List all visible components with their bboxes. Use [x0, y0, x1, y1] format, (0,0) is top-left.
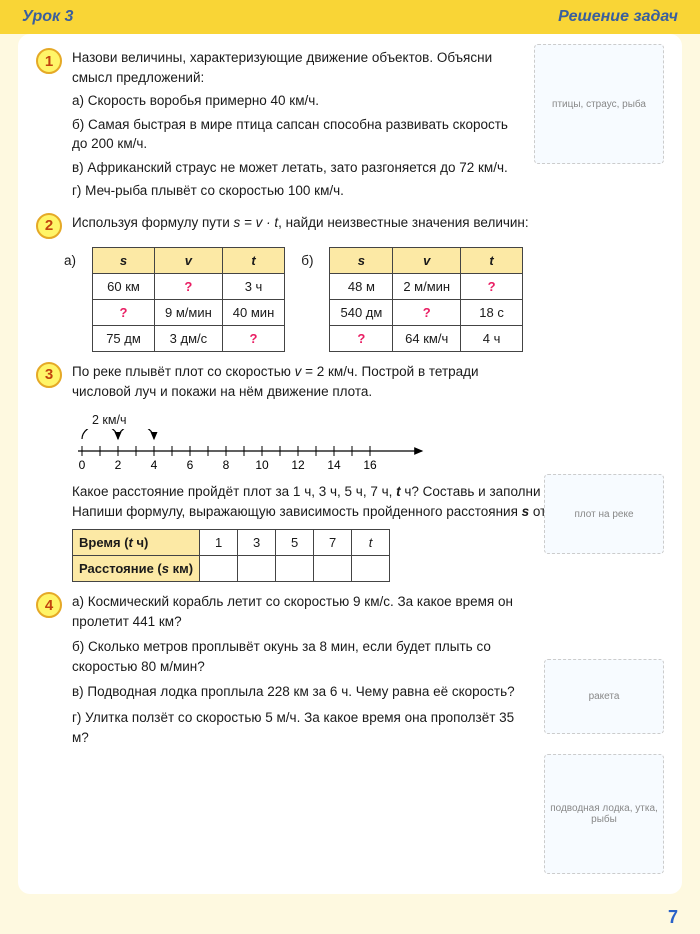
task-4-c: в) Подводная лодка проплыла 228 км за 6 …: [72, 682, 524, 702]
number-line: 2 км/ч 0 2 4 6 8 10 12 14 16: [72, 413, 664, 474]
task-3: 3 По реке плывёт плот со скоростью v = 2…: [36, 362, 664, 405]
illustration-birds: птицы, страус, рыба: [534, 44, 664, 164]
lesson-label: Урок 3: [22, 8, 73, 26]
task-1-a: а) Скорость воробья примерно 40 км/ч.: [72, 91, 524, 111]
table-a: svt 60 км?3 ч ?9 м/мин40 мин 75 дм3 дм/с…: [92, 247, 285, 352]
task-3-number: 3: [36, 362, 62, 388]
task-2-tables: а) svt 60 км?3 ч ?9 м/мин40 мин 75 дм3 д…: [64, 247, 664, 352]
task-3-body: По реке плывёт плот со скоростью v = 2 к…: [72, 362, 664, 405]
task-4-number: 4: [36, 592, 62, 618]
time-header: Время (t ч): [73, 530, 200, 556]
number-line-svg: 0 2 4 6 8 10 12 14 16: [72, 429, 432, 471]
header-bar: Урок 3 Решение задач: [0, 0, 700, 34]
task-1-number: 1: [36, 48, 62, 74]
table-a-label: а): [64, 247, 76, 268]
task-1-c: в) Африканский страус не может летать, з…: [72, 158, 524, 178]
task-3-intro: По реке плывёт плот со скоростью v = 2 к…: [72, 362, 664, 401]
task-3-table: Время (t ч) 1357t Расстояние (s км): [72, 529, 390, 582]
number-line-label: 2 км/ч: [92, 413, 664, 427]
task-1-intro: Назови величины, характеризующие движени…: [72, 48, 524, 87]
svg-text:14: 14: [327, 458, 341, 471]
svg-text:16: 16: [363, 458, 377, 471]
page-number: 7: [668, 907, 678, 928]
illustration-rocket: ракета: [544, 659, 664, 734]
table-b: svt 48 м2 м/мин? 540 дм?18 с ?64 км/ч4 ч: [329, 247, 523, 352]
task-1-d: г) Меч-рыба плывёт со скоростью 100 км/ч…: [72, 181, 524, 201]
topic-label: Решение задач: [558, 8, 678, 26]
task-2-body: Используя формулу пути s = v · t, найди …: [72, 213, 664, 239]
page-content: птицы, страус, рыба плот на реке ракета …: [18, 34, 682, 894]
table-b-label: б): [301, 247, 313, 268]
distance-header: Расстояние (s км): [73, 556, 200, 582]
task-4-b: б) Сколько метров проплывёт окунь за 8 м…: [72, 637, 524, 676]
svg-text:12: 12: [291, 458, 305, 471]
svg-text:4: 4: [151, 458, 158, 471]
svg-text:2: 2: [115, 458, 122, 471]
task-1-b: б) Самая быстрая в мире птица сапсан спо…: [72, 115, 524, 154]
svg-text:8: 8: [223, 458, 230, 471]
task-2-number: 2: [36, 213, 62, 239]
svg-text:10: 10: [255, 458, 269, 471]
task-2-intro: Используя формулу пути s = v · t, найди …: [72, 213, 664, 233]
task-4-d: г) Улитка ползёт со скоростью 5 м/ч. За …: [72, 708, 524, 747]
svg-text:0: 0: [79, 458, 86, 471]
task-2: 2 Используя формулу пути s = v · t, найд…: [36, 213, 664, 239]
illustration-raft: плот на реке: [544, 474, 664, 554]
task-4-a: а) Космический корабль летит со скорость…: [72, 592, 524, 631]
illustration-underwater: подводная лодка, утка, рыбы: [544, 754, 664, 874]
svg-text:6: 6: [187, 458, 194, 471]
